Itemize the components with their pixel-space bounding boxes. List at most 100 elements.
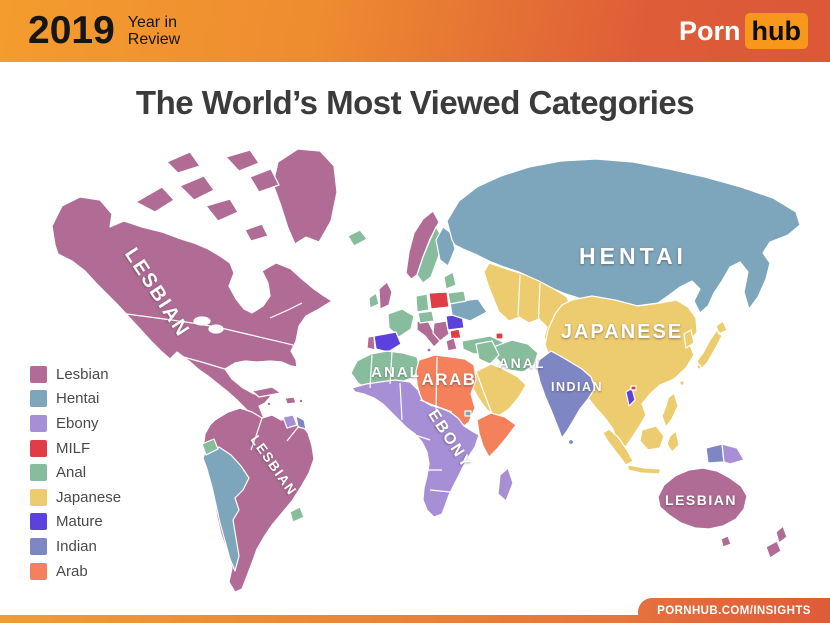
region-balkans xyxy=(432,320,450,342)
legend-item: Japanese xyxy=(30,485,121,510)
region-indonesia xyxy=(602,425,680,475)
region-ukraine xyxy=(449,298,488,322)
region-belarus xyxy=(447,290,467,305)
legend-item: Hentai xyxy=(30,387,121,412)
region-greece xyxy=(445,337,458,352)
region-new-guinea-east xyxy=(721,443,745,465)
africa-country-borders xyxy=(369,351,453,493)
legend-label: Arab xyxy=(56,562,88,580)
logo-porn-text: Porn xyxy=(679,15,741,46)
region-ecuador xyxy=(201,438,219,456)
central-asia-borders xyxy=(517,274,541,331)
legend-item: Arab xyxy=(30,559,121,584)
region-iceland xyxy=(347,229,368,247)
region-uk xyxy=(378,281,393,310)
region-eritrea xyxy=(464,410,472,417)
label-northwest-africa: ANAL xyxy=(371,364,421,381)
year-subtitle: Year in Review xyxy=(128,14,180,48)
region-tasmania xyxy=(720,535,732,548)
year-in-review: 2019 Year in Review xyxy=(28,9,180,53)
persian-gulf-water xyxy=(518,372,534,385)
pornhub-logo: Porn hub xyxy=(679,0,808,62)
region-iraq-syria xyxy=(475,340,500,365)
region-arctic-islands xyxy=(135,149,280,242)
region-sicily xyxy=(426,347,432,353)
region-vietnam-dot xyxy=(630,385,637,391)
region-poland xyxy=(428,291,450,310)
legend-item: Lesbian xyxy=(30,362,121,387)
legend-swatch-lesbian xyxy=(30,365,47,383)
region-madagascar xyxy=(497,467,514,502)
page-title: The World’s Most Viewed Categories xyxy=(135,84,695,121)
region-bulgaria xyxy=(449,328,462,340)
region-baltics xyxy=(443,271,457,290)
legend-label: MILF xyxy=(56,439,91,457)
region-norway xyxy=(405,210,440,280)
legend-item: MILF xyxy=(30,436,121,461)
region-india xyxy=(536,350,596,439)
region-peru-chile xyxy=(202,446,250,572)
legend-item: Indian xyxy=(30,534,121,559)
footer-strip xyxy=(0,615,830,623)
region-australia xyxy=(657,467,748,530)
region-japan xyxy=(696,320,728,370)
year-subtitle-line1: Year in xyxy=(127,14,177,31)
year-subtitle-line2: Review xyxy=(127,31,181,48)
legend-item: Ebony xyxy=(30,411,121,436)
label-india: INDIAN xyxy=(551,380,603,394)
region-guyana xyxy=(282,414,298,429)
region-sri-lanka xyxy=(567,438,575,446)
legend-label: Anal xyxy=(56,464,87,482)
hudson-bay-water xyxy=(237,262,267,311)
legend-swatch-hentai xyxy=(30,390,47,408)
legend-swatch-japanese xyxy=(30,488,47,506)
legend-label: Hentai xyxy=(56,390,100,408)
label-australia: LESBIAN xyxy=(665,492,737,508)
legend-label: Indian xyxy=(56,537,97,555)
logo-hub-text: hub xyxy=(744,13,808,49)
region-germany xyxy=(415,293,430,313)
legend-swatch-arab xyxy=(30,562,47,580)
black-sea-water xyxy=(465,325,489,337)
legend-label: Japanese xyxy=(56,488,122,506)
label-east-asia: JAPANESE xyxy=(561,321,683,343)
footer-insights-badge: PORNHUB.COM/INSIGHTS xyxy=(638,598,830,623)
label-russia: HENTAI xyxy=(579,243,687,269)
region-north-america xyxy=(51,196,333,443)
legend-swatch-milf xyxy=(30,439,47,457)
legend-label: Ebony xyxy=(56,414,99,432)
legend-swatch-indian xyxy=(30,537,47,555)
red-sea-water xyxy=(473,365,493,415)
region-new-guinea-west xyxy=(705,443,725,464)
legend-item: Mature xyxy=(30,510,121,535)
legend-swatch-anal xyxy=(30,464,47,482)
region-philippines xyxy=(661,392,679,428)
label-middle-east: ANAL xyxy=(499,355,546,371)
na-country-borders xyxy=(99,302,303,371)
region-new-zealand xyxy=(765,525,788,559)
region-portugal xyxy=(366,335,376,351)
year-text: 2019 xyxy=(28,9,115,52)
region-caribbean xyxy=(266,401,272,407)
region-spain xyxy=(373,331,402,353)
footer-url: PORNHUB.COM/INSIGHTS xyxy=(657,604,811,617)
legend-label: Lesbian xyxy=(56,365,109,383)
region-finland xyxy=(435,226,456,267)
region-horn-of-africa xyxy=(476,412,517,458)
region-northwest-africa xyxy=(350,350,421,391)
region-caribbean xyxy=(251,386,297,405)
sa-country-borders xyxy=(250,417,300,451)
header-bar: 2019 Year in Review Porn hub xyxy=(0,0,830,62)
legend-item: Anal xyxy=(30,460,121,485)
region-uruguay xyxy=(289,506,305,523)
region-kyushu xyxy=(696,364,702,370)
region-greenland xyxy=(272,148,338,245)
legend-label: Mature xyxy=(56,513,103,531)
region-caribbean xyxy=(298,398,304,404)
legend-swatch-mature xyxy=(30,513,47,531)
region-korea xyxy=(683,329,695,349)
region-central-europe xyxy=(417,310,435,324)
region-taiwan xyxy=(679,380,685,386)
